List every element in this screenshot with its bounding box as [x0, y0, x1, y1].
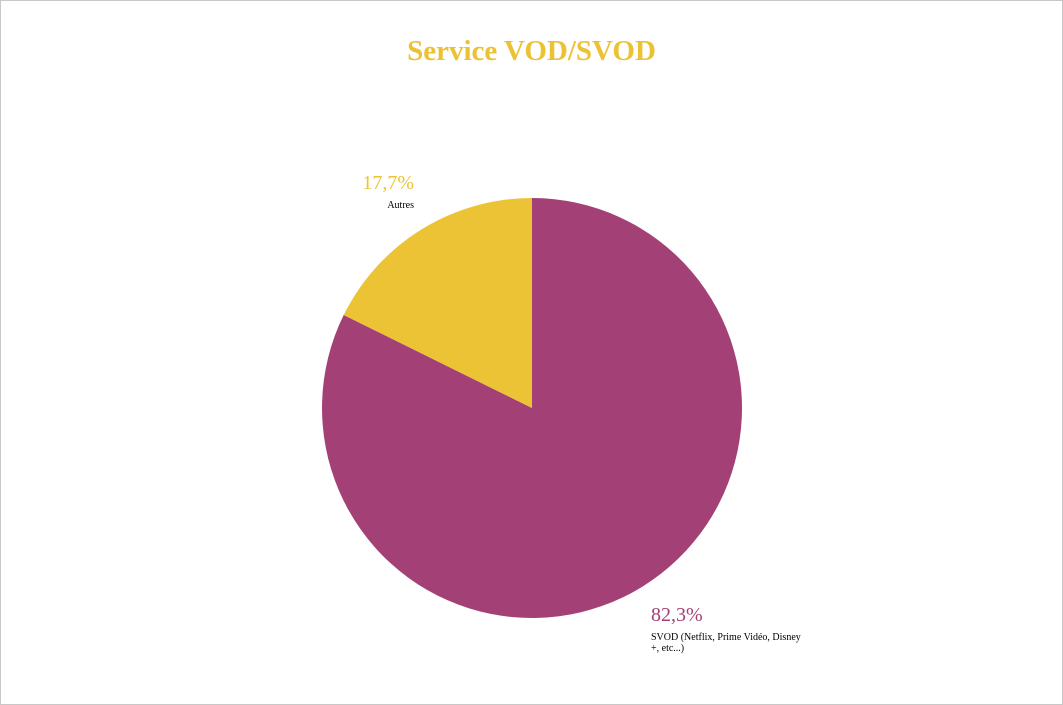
pie-slices — [322, 198, 743, 619]
pie-slice-svod — [322, 198, 743, 619]
pie-slice-autres — [343, 198, 532, 408]
slice-value-label-svod: 82,3% — [651, 604, 703, 626]
slice-category-label-svod-line1: SVOD (Netflix, Prime Vidéo, Disney — [651, 632, 801, 643]
slice-category-label-autres: Autres — [387, 200, 414, 211]
chart-title: Service VOD/SVOD — [407, 35, 656, 67]
slice-category-label-svod-line2: +, etc...) — [651, 643, 684, 654]
slice-value-label-autres: 17,7% — [362, 172, 414, 194]
